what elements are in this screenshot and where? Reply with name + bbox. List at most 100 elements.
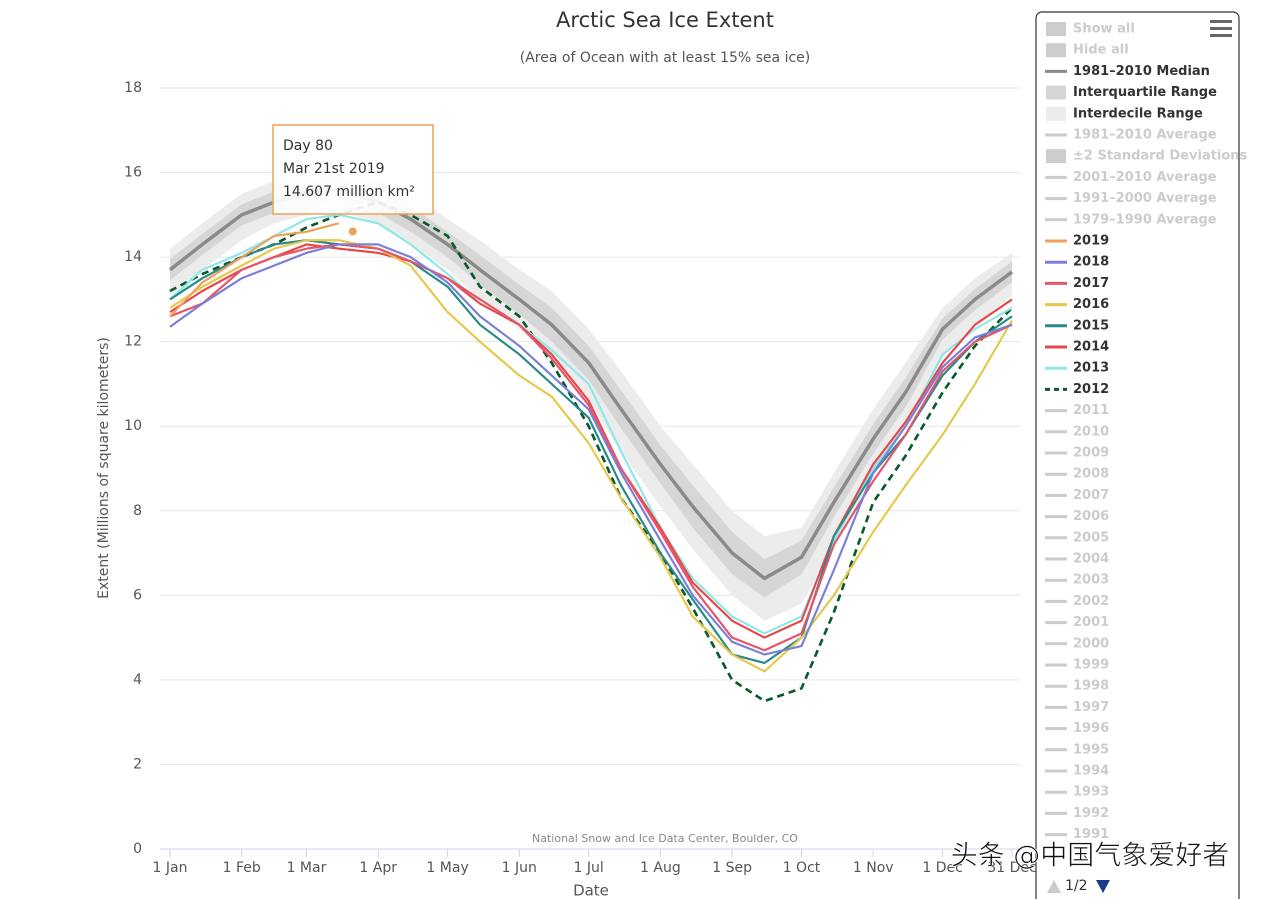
series-line	[169, 213, 1013, 635]
legend-label: 1995	[1073, 742, 1109, 757]
legend-label: 1991	[1073, 827, 1109, 842]
x-tick-label: 1 Sep	[712, 860, 752, 876]
series-line	[169, 239, 1013, 673]
legend-label: 2014	[1073, 340, 1109, 355]
legend-item[interactable]: 2014	[1045, 340, 1109, 355]
y-tick-label: 8	[133, 503, 142, 519]
legend-item[interactable]: 1996	[1045, 721, 1109, 736]
legend-item[interactable]: 2004	[1045, 552, 1109, 567]
legend-label: 2003	[1073, 573, 1109, 588]
legend-item[interactable]: ±2 Standard Deviations	[1046, 149, 1248, 164]
x-axis-label: Date	[573, 882, 609, 899]
legend-symbol	[1046, 22, 1066, 36]
legend-item[interactable]: 1995	[1045, 742, 1109, 757]
legend-symbol	[1046, 85, 1066, 100]
tooltip-line: Mar 21st 2019	[283, 161, 385, 177]
legend-label: 2017	[1073, 276, 1109, 291]
y-tick-label: 2	[133, 756, 142, 772]
legend-page: 1/2	[1065, 878, 1088, 894]
legend-item[interactable]: 2019	[1045, 234, 1109, 249]
legend-item[interactable]: 2010	[1045, 424, 1109, 439]
x-tick-label: 1 Apr	[359, 860, 397, 876]
x-tick-label: 31 Dec	[987, 860, 1036, 876]
x-tick-label: 1 Jun	[502, 860, 537, 876]
legend-item[interactable]: 2005	[1045, 530, 1109, 545]
y-tick-label: 6	[133, 587, 142, 603]
legend-item[interactable]: 1993	[1045, 785, 1109, 800]
page-down[interactable]	[1096, 880, 1110, 893]
menu-bar	[1210, 34, 1232, 37]
legend-item[interactable]: 1994	[1045, 764, 1109, 779]
x-tick-label: 1 Nov	[853, 860, 894, 876]
legend-label: 1994	[1073, 764, 1109, 779]
legend-label: 1999	[1073, 658, 1109, 673]
legend-item[interactable]: 1991–2000 Average	[1045, 191, 1217, 206]
legend-label: 2001	[1073, 615, 1109, 630]
legend-label: 1979–1990 Average	[1073, 212, 1217, 227]
legend-label: Hide all	[1073, 43, 1129, 58]
legend-label: 2019	[1073, 234, 1109, 249]
legend-item[interactable]: 2008	[1045, 467, 1109, 482]
menu-bar	[1210, 27, 1232, 30]
legend-item[interactable]: 1991	[1045, 827, 1109, 842]
chart-title: Arctic Sea Ice Extent	[556, 8, 774, 32]
x-tick-label: 1 May	[426, 860, 468, 876]
menu-button[interactable]	[1210, 20, 1232, 37]
legend-item[interactable]: 2000	[1045, 636, 1109, 651]
legend-item[interactable]: 2003	[1045, 573, 1109, 588]
x-tick-label: 1 Feb	[223, 860, 261, 876]
legend-item[interactable]: 2009	[1045, 446, 1109, 461]
legend-item[interactable]: 1981–2010 Median	[1045, 64, 1210, 79]
legend-label: 1993	[1073, 785, 1109, 800]
tooltip-line: Day 80	[283, 138, 333, 154]
legend-symbol	[1046, 43, 1066, 58]
legend-item[interactable]: 1999	[1045, 658, 1109, 673]
legend-item[interactable]: 2018	[1045, 255, 1109, 270]
legend-label: 2007	[1073, 488, 1109, 503]
legend-label: 1981–2010 Average	[1073, 128, 1217, 143]
legend-item[interactable]: 2012	[1045, 382, 1109, 397]
chart-subtitle: (Area of Ocean with at least 15% sea ice…	[520, 50, 810, 66]
y-tick-label: 14	[124, 249, 142, 265]
legend-label: Interdecile Range	[1073, 106, 1203, 121]
legend-label: 2006	[1073, 509, 1109, 524]
x-tick-label: 1 Aug	[640, 860, 681, 876]
legend-label: Interquartile Range	[1073, 85, 1217, 100]
legend-label: Show all	[1073, 22, 1135, 37]
legend-item[interactable]: 1997	[1045, 700, 1109, 715]
series-line	[169, 243, 1013, 652]
legend-label: 1991–2000 Average	[1073, 191, 1217, 206]
legend-item[interactable]: 1992	[1045, 806, 1109, 821]
tooltip-box	[272, 124, 434, 215]
y-tick-label: 18	[124, 80, 142, 96]
legend-label: 2008	[1073, 467, 1109, 482]
legend-item[interactable]: 2001–2010 Average	[1045, 170, 1217, 185]
legend-item[interactable]: 1981–2010 Average	[1045, 128, 1217, 143]
page-up[interactable]	[1047, 880, 1061, 893]
legend-item[interactable]: 2016	[1045, 297, 1109, 312]
legend-box	[1035, 11, 1240, 899]
y-tick-label: 0	[133, 841, 142, 857]
legend-label: 2016	[1073, 297, 1109, 312]
legend-item[interactable]: Interdecile Range	[1046, 106, 1203, 121]
legend-item[interactable]: 2011	[1045, 403, 1109, 418]
legend-item[interactable]: 1979–1990 Average	[1045, 212, 1217, 227]
legend-item[interactable]: 2001	[1045, 615, 1109, 630]
legend-item[interactable]: 2007	[1045, 488, 1109, 503]
legend-item[interactable]: Interquartile Range	[1046, 85, 1217, 100]
x-tick-label: 1 Jul	[574, 860, 604, 876]
legend-item[interactable]: 2017	[1045, 276, 1109, 291]
tooltip: Day 80 Mar 21st 2019 14.607 million km²	[272, 124, 434, 215]
legend-item[interactable]: 2015	[1045, 318, 1109, 333]
legend-item[interactable]: Show all	[1046, 22, 1135, 37]
x-tick-label: 1 Oct	[783, 860, 821, 876]
legend-item[interactable]: 2006	[1045, 509, 1109, 524]
legend-item[interactable]: 1998	[1045, 679, 1109, 694]
legend-label: 2004	[1073, 552, 1109, 567]
legend-item[interactable]: 2013	[1045, 361, 1109, 376]
legend-label: 2013	[1073, 361, 1109, 376]
legend-item[interactable]: 2002	[1045, 594, 1109, 609]
legend-item[interactable]: Hide all	[1046, 43, 1129, 58]
y-tick-label: 12	[124, 334, 142, 350]
